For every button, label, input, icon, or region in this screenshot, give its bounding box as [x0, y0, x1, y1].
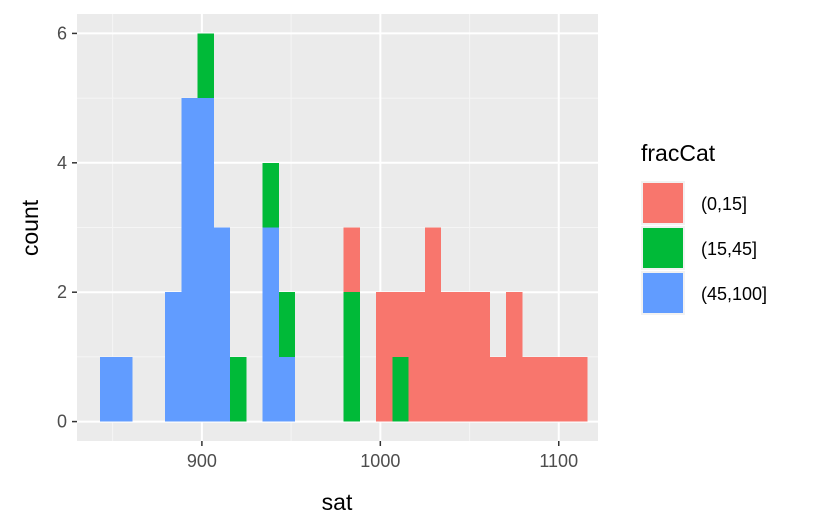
- bar-segment-0-15: [457, 292, 474, 422]
- x-axis-title: sat: [322, 489, 353, 515]
- bar-segment-0-15: [376, 292, 393, 422]
- bar-segment-0-15: [571, 356, 588, 422]
- bar-segment-0-15: [506, 292, 523, 422]
- bar-segment-45-100: [278, 356, 296, 422]
- bars-group: [100, 33, 588, 422]
- bar-segment-0-15: [522, 356, 539, 422]
- bar-segment-15-45: [278, 292, 296, 357]
- legend-label: (0,15]: [701, 194, 747, 214]
- bar-segment-15-45: [262, 162, 279, 228]
- bar-segment-45-100: [197, 98, 214, 422]
- bar-segment-0-15: [489, 356, 507, 422]
- bar-segment-15-45: [392, 356, 409, 422]
- legend-title: fracCat: [641, 140, 716, 166]
- axes-group: 900 1000 1100 0 2 4 6: [57, 23, 578, 471]
- legend-label: (45,100]: [701, 284, 767, 304]
- legend: fracCat (0,15] (15,45] (45,100]: [641, 140, 767, 315]
- y-tick-label: 2: [57, 282, 67, 302]
- bar-segment-0-15: [343, 227, 360, 293]
- bar-segment-45-100: [100, 356, 117, 422]
- bar-segment-0-15: [473, 292, 490, 422]
- bar-segment-15-45: [197, 33, 214, 99]
- y-tick-label: 4: [57, 153, 67, 173]
- bar-segment-15-45: [343, 292, 360, 422]
- bar-segment-45-100: [181, 98, 198, 422]
- y-tick-label: 6: [57, 23, 67, 43]
- bar-segment-0-15: [424, 227, 442, 422]
- legend-swatch: [643, 228, 683, 268]
- x-tick-label: 1000: [360, 451, 400, 471]
- x-tick-label: 1100: [539, 451, 578, 471]
- bar-segment-0-15: [554, 356, 572, 422]
- legend-swatch: [643, 183, 683, 223]
- bar-segment-45-100: [116, 356, 133, 422]
- legend-label: (15,45]: [701, 239, 757, 259]
- y-axis-title: count: [17, 199, 43, 256]
- bar-segment-45-100: [262, 227, 279, 422]
- bar-segment-0-15: [392, 292, 409, 357]
- legend-swatch: [643, 273, 683, 313]
- bar-segment-45-100: [165, 292, 182, 422]
- bar-segment-15-45: [230, 356, 247, 422]
- bar-segment-0-15: [408, 292, 425, 422]
- x-tick-label: 900: [187, 451, 217, 471]
- bar-segment-0-15: [538, 356, 555, 422]
- bar-segment-45-100: [213, 227, 231, 422]
- bar-segment-0-15: [441, 292, 458, 422]
- y-tick-label: 0: [57, 412, 67, 432]
